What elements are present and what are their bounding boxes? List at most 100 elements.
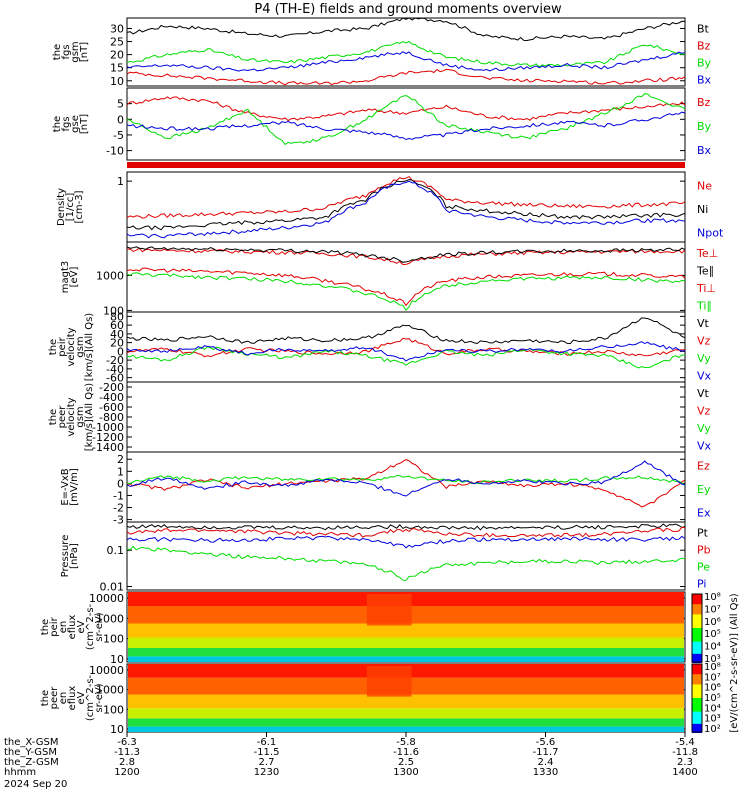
colorbar-tick-label: 10⁶: [704, 617, 721, 628]
spectrogram-band: [128, 623, 684, 638]
y-axis-label-peer_eflux: en: [58, 692, 69, 705]
y-tick-label-efield: -2: [113, 502, 124, 515]
y-axis-label-peir_velocity: gsm: [75, 336, 86, 357]
y-tick-label-peir_velocity: 60: [110, 319, 124, 332]
legend-efield-Ey: Ey: [697, 483, 711, 496]
y-axis-label-peer_eflux: sr-eV): [94, 683, 105, 712]
colorbar-segment: [692, 711, 702, 725]
y-tick-label-temperature: 100: [103, 304, 124, 317]
series-line-pressure-Pt: [126, 523, 686, 531]
y-tick-label-peer_eflux: 10: [110, 723, 124, 736]
x-axis-value: -6.3: [117, 737, 137, 748]
series-line-temperature-Ti⊥: [126, 267, 686, 307]
series-line-fgs_gsm-Bz: [126, 68, 686, 86]
legend-pressure-Pb: Pb: [697, 544, 711, 557]
spectrogram-peir_eflux: [128, 592, 684, 662]
y-axis-label-temperature: [eV]: [69, 267, 80, 288]
y-tick-label-density: 1: [117, 175, 124, 188]
legend-density-Npot: Npot: [697, 226, 724, 239]
legend-fgs_gsm-Bx: Bx: [697, 74, 712, 87]
y-axis-label-fgs_gsm: the: [52, 44, 63, 60]
colorbar-tick-label: 10⁸: [704, 662, 721, 673]
y-axis-label-fgs_gse: gse: [70, 115, 81, 133]
x-axis-row-label: the_Z-GSM: [4, 757, 59, 768]
legend-fgs_gsm-Bz: Bz: [697, 40, 711, 53]
y-tick-label-peer_velocity: -400: [99, 391, 124, 404]
x-axis-value: 1300: [393, 767, 418, 778]
y-tick-label-peer_velocity: -1400: [92, 441, 124, 454]
x-axis-value: 2.3: [677, 757, 693, 768]
series-line-fgs_gsm-Bt: [126, 17, 686, 42]
series-line-temperature-Te⊥: [126, 247, 686, 266]
y-tick-label-fgs_gse: -10: [106, 145, 124, 158]
y-axis-label-peir_eflux: en: [58, 621, 69, 634]
y-tick-label-peir_eflux: 10: [110, 653, 124, 666]
colorbar-tick-label: 10³: [704, 654, 721, 665]
y-tick-label-peir_velocity: 20: [110, 337, 124, 350]
x-axis-value: 1400: [672, 767, 697, 778]
y-tick-label-efield: 2: [117, 453, 124, 466]
colorbar-frame: [691, 593, 703, 663]
y-tick-label-fgs_gse: 0: [117, 113, 124, 126]
y-axis-label-peir_velocity: [km/s](All Qs): [84, 313, 95, 381]
y-tick-label-peir_velocity: -40: [106, 363, 124, 376]
series-line-fgs_gse-Bz: [126, 96, 686, 122]
legend-peir_velocity-Vz: Vz: [697, 334, 711, 347]
colorbar-label: [eV/(cm^2-s-sr-eV)] (All Qs): [729, 593, 740, 732]
y-tick-label-peer_eflux: 100: [103, 703, 124, 716]
y-axis-label-fgs_gse: the: [52, 116, 63, 132]
series-line-density-Ni: [126, 178, 686, 231]
chart-title: P4 (TH-E) fields and ground moments over…: [254, 2, 562, 17]
legend-pressure-Pi: Pi: [697, 578, 706, 591]
y-tick-label-fgs_gsm: 20: [110, 49, 124, 62]
y-tick-label-peer_velocity: -1000: [92, 421, 124, 434]
series-line-fgs_gse-By: [126, 93, 686, 146]
legend-peer_velocity-Vz: Vz: [697, 404, 711, 417]
legend-temperature-Ti∥: Ti∥: [696, 299, 712, 312]
y-axis-label-density: [cm-3]: [74, 190, 85, 223]
y-axis-label-peer_velocity: velocity: [66, 397, 77, 436]
x-axis-row-label: the_Y-GSM: [4, 747, 57, 758]
x-axis-value: 1330: [533, 767, 558, 778]
y-tick-label-peir_velocity: -20: [106, 354, 124, 367]
y-tick-label-pressure: 0.1: [107, 544, 125, 557]
y-axis-label-peir_eflux: eV: [76, 620, 87, 633]
spectrogram-enhancement: [366, 666, 412, 697]
colorbar-segment: [692, 653, 702, 663]
x-axis-value: 2.7: [259, 757, 275, 768]
y-axis-label-fgs_gse: fgs: [61, 116, 72, 131]
x-axis-value: 2.8: [119, 757, 135, 768]
y-tick-label-peer_velocity: -200: [99, 381, 124, 394]
x-axis-value: -11.8: [672, 747, 698, 758]
colorbar-segment: [692, 674, 702, 686]
y-axis-label-peer_eflux: the: [40, 690, 51, 706]
spectrogram-band: [128, 718, 684, 727]
y-tick-label-fgs_gsm: 25: [110, 36, 124, 49]
colorbar-tick-label: 10⁵: [704, 693, 721, 704]
series-line-peir_velocity-Vz: [126, 337, 686, 358]
x-axis-value: -11.3: [114, 747, 140, 758]
y-tick-label-peer_velocity: -800: [99, 411, 124, 424]
panel-frame-fgs_gse: [126, 87, 686, 161]
y-tick-label-peer_velocity: -600: [99, 401, 124, 414]
series-line-peir_velocity-Vt: [126, 317, 686, 345]
colorbar-tick-label: 10⁵: [704, 629, 721, 640]
y-axis-label-peer_eflux: (cm^2-s-: [85, 674, 96, 721]
x-axis-value: -5.8: [396, 737, 416, 748]
colorbar-tick-label: 10⁷: [704, 604, 721, 615]
y-axis-label-peir_velocity: the: [48, 339, 59, 355]
spectrogram-band: [128, 656, 684, 662]
colorbar-segment: [692, 594, 702, 606]
legend-fgs_gsm-By: By: [697, 57, 712, 70]
x-axis-value: -11.5: [254, 747, 280, 758]
colorbar-segment: [692, 628, 702, 643]
colorbar-frame: [691, 663, 703, 733]
x-axis-row-label: hhmm: [4, 767, 36, 778]
spectrogram-enhancement: [366, 594, 412, 626]
y-axis-label-peir_eflux: the: [40, 619, 51, 635]
x-axis-value: -6.1: [257, 737, 277, 748]
y-tick-label-peer_velocity: -1200: [92, 431, 124, 444]
colorbar-segment: [692, 664, 702, 676]
